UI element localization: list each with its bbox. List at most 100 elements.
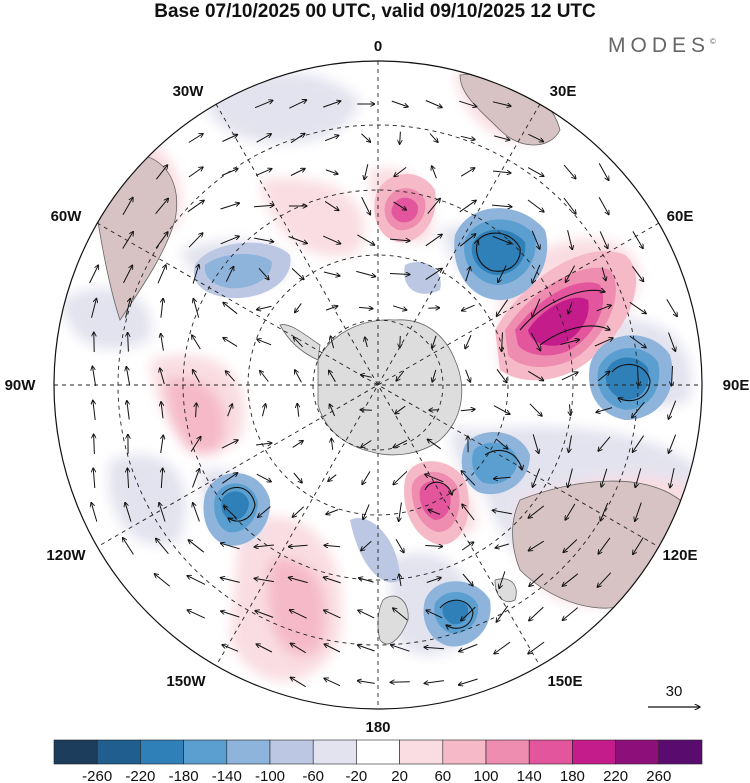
wind-vector bbox=[629, 335, 646, 348]
wind-vector bbox=[221, 169, 238, 176]
wind-vector bbox=[256, 134, 272, 143]
wind-vector bbox=[635, 502, 642, 522]
wind-vector bbox=[426, 578, 441, 583]
wind-vector bbox=[594, 338, 613, 347]
wind-vector bbox=[568, 301, 573, 314]
wind-vector bbox=[360, 410, 372, 411]
wind-vector bbox=[493, 477, 511, 479]
wind-vector bbox=[393, 470, 408, 484]
wind-vector bbox=[360, 375, 372, 378]
wind-vector bbox=[528, 540, 544, 551]
wind-vector bbox=[123, 538, 134, 555]
colorbar-swatch bbox=[269, 739, 314, 765]
wind-vector bbox=[562, 607, 579, 621]
wind-vector bbox=[192, 335, 201, 350]
wind-vector bbox=[361, 133, 370, 142]
wind-vector bbox=[289, 100, 306, 109]
wind-vector bbox=[193, 298, 200, 318]
wind-vector bbox=[156, 165, 167, 180]
wind-vector bbox=[527, 167, 544, 177]
wind-vector bbox=[459, 643, 478, 651]
wind-vector bbox=[529, 573, 544, 587]
wind-vector bbox=[632, 231, 643, 248]
wind-vector bbox=[220, 236, 240, 245]
wind-vector bbox=[222, 645, 239, 652]
wind-vector bbox=[529, 403, 542, 416]
wind-vector bbox=[329, 370, 336, 383]
wind-vector bbox=[395, 405, 406, 414]
wind-vector bbox=[528, 133, 543, 141]
wind-vector bbox=[427, 439, 441, 450]
wind-vector bbox=[528, 370, 543, 380]
wind-vector bbox=[325, 306, 338, 311]
colorbar-tick-label: -140 bbox=[212, 768, 242, 783]
wind-vector bbox=[596, 407, 613, 413]
wind-vector bbox=[256, 473, 272, 482]
wind-vector bbox=[188, 233, 203, 248]
wind-vector bbox=[221, 611, 240, 618]
wind-vector bbox=[290, 643, 306, 654]
wind-vector bbox=[290, 169, 305, 176]
wind-vector bbox=[491, 205, 512, 207]
wind-vector bbox=[222, 135, 237, 142]
colorbar-tick-label: -220 bbox=[125, 768, 155, 783]
wind-vector bbox=[629, 301, 646, 313]
label-150e: 150E bbox=[547, 673, 582, 690]
wind-vector bbox=[394, 167, 407, 176]
colorbar-swatch bbox=[183, 739, 228, 765]
wind-vector bbox=[324, 545, 341, 546]
wind-vector bbox=[393, 201, 407, 210]
colorbar-swatch bbox=[615, 739, 660, 765]
wind-vector bbox=[222, 473, 237, 484]
wind-vector bbox=[361, 196, 371, 215]
wind-vector bbox=[493, 135, 510, 140]
wind-vector bbox=[357, 681, 375, 684]
wind-vector bbox=[459, 234, 476, 247]
wind-vector bbox=[493, 405, 510, 415]
anomaly-neg-175e bbox=[350, 518, 400, 583]
wind-vector bbox=[155, 198, 169, 215]
wind-vector bbox=[598, 163, 609, 180]
wind-vector bbox=[563, 164, 576, 179]
label-90e: 90E bbox=[723, 377, 750, 394]
wind-vector bbox=[358, 610, 375, 619]
wind-vector bbox=[495, 438, 508, 449]
map-border bbox=[53, 60, 703, 710]
wind-vector bbox=[461, 471, 476, 486]
wind-vector bbox=[227, 404, 233, 417]
wind-vector bbox=[288, 545, 308, 547]
wind-vector bbox=[193, 503, 200, 522]
wind-vector bbox=[127, 468, 128, 489]
wind-vector bbox=[460, 135, 475, 139]
wind-vector bbox=[255, 611, 274, 618]
colorbar-swatch bbox=[658, 739, 703, 765]
wind-vector bbox=[323, 271, 340, 276]
anomaly-neg-110e bbox=[461, 432, 530, 495]
wind-vector bbox=[465, 267, 471, 282]
wind-vector bbox=[392, 305, 407, 310]
wind-vector bbox=[562, 573, 579, 586]
wind-vector bbox=[94, 434, 95, 455]
wind-vector bbox=[258, 267, 269, 279]
wind-vector bbox=[560, 340, 580, 345]
wind-vector bbox=[324, 200, 339, 210]
wind-vector bbox=[631, 266, 643, 281]
wind-vector bbox=[154, 574, 171, 587]
wind-vector bbox=[529, 606, 544, 621]
wind-vector bbox=[460, 409, 475, 411]
wind-vector bbox=[496, 605, 509, 622]
colorbar-swatch bbox=[356, 739, 400, 765]
wind-vector bbox=[288, 577, 308, 584]
wind-vector bbox=[532, 264, 541, 283]
wind-vector bbox=[389, 274, 410, 275]
wind-vector bbox=[123, 265, 133, 284]
wind-vector bbox=[393, 439, 408, 447]
wind-vector bbox=[532, 298, 541, 317]
wind-vector bbox=[391, 645, 410, 652]
wind-vector bbox=[187, 200, 204, 213]
wind-vector bbox=[326, 509, 339, 515]
wind-vector bbox=[532, 434, 539, 453]
wind-vector bbox=[462, 573, 473, 586]
wind-vector bbox=[161, 333, 164, 351]
label-60e: 60E bbox=[667, 208, 694, 225]
